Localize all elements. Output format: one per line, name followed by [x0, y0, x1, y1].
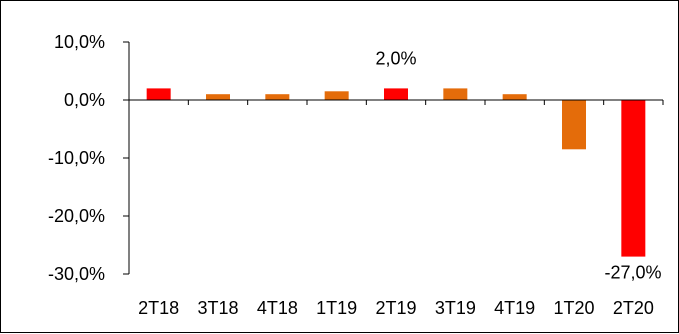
data-labels: 2,0% -27,0% — [375, 48, 661, 282]
bar-4T19 — [502, 94, 527, 100]
bar-2T18 — [146, 88, 171, 100]
y-tick-label: -20,0% — [48, 206, 105, 226]
x-tick-label: 2T19 — [375, 298, 416, 318]
y-tick-label: -10,0% — [48, 148, 105, 168]
bar-3T18 — [206, 94, 230, 100]
bar-2T19 — [384, 88, 408, 100]
bar-1T19 — [324, 91, 349, 100]
y-tick-label: 10,0% — [54, 32, 105, 52]
x-tick-label: 2T18 — [138, 298, 179, 318]
bar-4T18 — [265, 94, 290, 100]
y-tick-label: 0,0% — [64, 90, 105, 110]
data-label: -27,0% — [604, 263, 661, 283]
y-axis: 10,0% 0,0% -10,0% -20,0% -30,0% — [48, 32, 130, 284]
y-tick-label: -30,0% — [48, 264, 105, 284]
bar-2T20 — [621, 100, 646, 257]
data-label: 2,0% — [375, 48, 416, 68]
bars — [146, 88, 646, 257]
x-tick-label: 1T19 — [316, 298, 357, 318]
x-tick-label: 3T19 — [435, 298, 476, 318]
bar-3T19 — [443, 88, 468, 100]
x-tick-label: 4T19 — [494, 298, 535, 318]
bar-1T20 — [562, 100, 586, 150]
x-tick-label: 2T20 — [613, 298, 654, 318]
x-axis: 2T18 3T18 4T18 1T19 2T19 3T19 4T19 1T20 2T20 — [129, 99, 664, 318]
x-tick-label: 3T18 — [197, 298, 238, 318]
x-tick-label: 1T20 — [553, 298, 594, 318]
x-tick-label: 4T18 — [257, 298, 298, 318]
